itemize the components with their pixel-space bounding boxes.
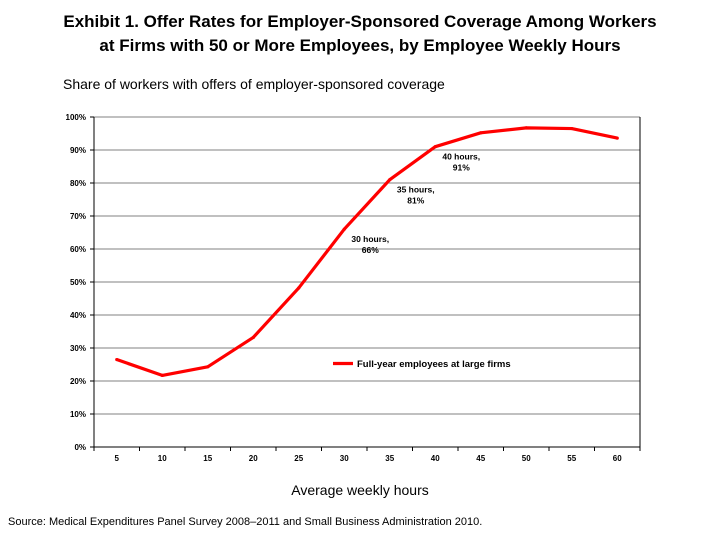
- data-point: [297, 286, 301, 290]
- data-point: [251, 335, 255, 340]
- y-tick-label: 20%: [70, 377, 86, 386]
- y-axis-title: Share of workers with offers of employer…: [63, 76, 445, 92]
- y-tick-label: 80%: [70, 179, 86, 188]
- data-point: [388, 178, 392, 182]
- data-point: [570, 126, 574, 131]
- x-tick-label: 35: [385, 454, 394, 463]
- y-tick-label: 0%: [74, 443, 86, 452]
- data-point: [115, 357, 119, 362]
- annotation-value: 81%: [407, 196, 424, 206]
- chart-title: Exhibit 1. Offer Rates for Employer-Spon…: [0, 10, 720, 58]
- y-tick-label: 40%: [70, 311, 86, 320]
- annotation-label: 30 hours,: [351, 234, 389, 244]
- legend-label: Full-year employees at large firms: [357, 359, 511, 370]
- x-tick-label: 55: [567, 454, 576, 463]
- x-axis-title: Average weekly hours: [291, 482, 429, 498]
- annotation-label: 40 hours,: [442, 152, 480, 162]
- y-tick-labels: 0% 10% 20% 30% 40% 50% 60% 70% 80% 90% 100%: [66, 113, 86, 452]
- data-point: [615, 136, 619, 140]
- series-line: [116, 126, 618, 377]
- data-annotations: 30 hours,66% 35 hours,81% 40 hours,91%: [351, 152, 480, 256]
- x-tick-label: 10: [158, 454, 167, 463]
- y-tick-label: 50%: [70, 278, 86, 287]
- series-group: [115, 126, 619, 377]
- legend: Full-year employees at large firms: [333, 359, 511, 370]
- x-tick-label: 45: [476, 454, 485, 463]
- chart-title-line-1: Exhibit 1. Offer Rates for Employer-Spon…: [63, 12, 657, 31]
- annotation-value: 66%: [362, 245, 379, 255]
- y-tick-label: 60%: [70, 245, 86, 254]
- x-tick-label: 30: [340, 454, 349, 463]
- data-point: [342, 227, 346, 231]
- data-point: [524, 126, 528, 130]
- y-tick-label: 30%: [70, 344, 86, 353]
- x-tick-label: 60: [613, 454, 622, 463]
- axes: [90, 116, 641, 451]
- data-point: [206, 365, 210, 369]
- x-tick-label: 20: [249, 454, 258, 463]
- x-tick-label: 40: [431, 454, 440, 463]
- source-note: Source: Medical Expenditures Panel Surve…: [8, 516, 483, 528]
- annotation-label: 35 hours,: [397, 185, 435, 195]
- x-tick-labels: 5 10 15 20 25 30 35 40 45 50 55 60: [115, 454, 623, 463]
- data-point: [433, 145, 437, 149]
- y-tick-label: 10%: [70, 410, 86, 419]
- x-tick-label: 15: [203, 454, 212, 463]
- y-tick-label: 70%: [70, 212, 86, 221]
- data-point: [479, 131, 483, 135]
- x-tick-label: 25: [294, 454, 303, 463]
- y-tick-label: 90%: [70, 146, 86, 155]
- data-point: [160, 373, 164, 377]
- x-tick-label: 50: [522, 454, 531, 463]
- annotation-value: 91%: [453, 163, 470, 173]
- y-tick-label: 100%: [66, 113, 86, 122]
- chart-title-line-2: at Firms with 50 or More Employees, by E…: [99, 36, 621, 55]
- gridlines: [94, 116, 640, 415]
- x-tick-label: 5: [115, 454, 120, 463]
